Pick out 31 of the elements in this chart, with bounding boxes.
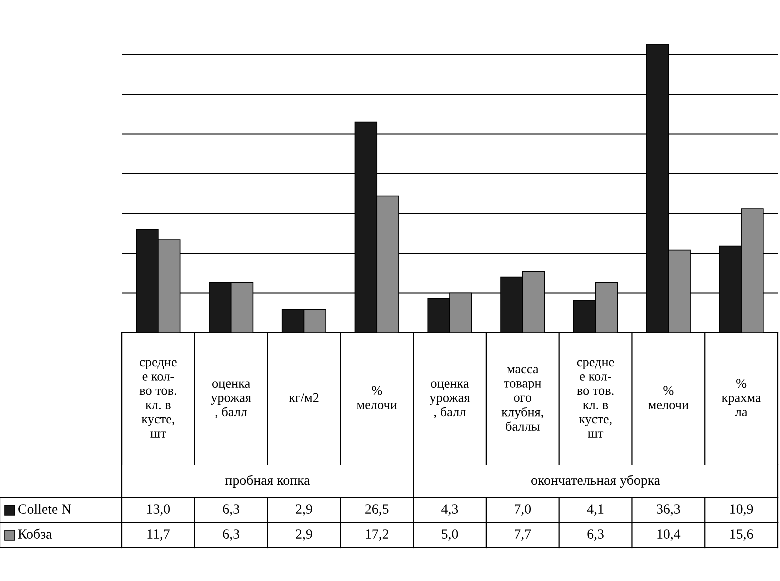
x-tick-label: % мелочи [357,386,398,410]
data-label: 4,1 [587,504,604,516]
data-label: 10,4 [658,530,681,541]
data-label: 2,9 [296,530,312,541]
x-tick-label: % крахма ла [722,379,762,417]
data-label: 4,3 [442,504,458,516]
legend-label: Collete N [18,504,72,514]
data-label: 11,7 [148,530,170,541]
x-tick-label: оценка урожая , балл [211,382,252,418]
data-label: 7,0 [515,504,532,516]
x-tick-label: кг/м2 [289,393,319,402]
legend-label: Кобза [18,528,52,539]
x-tick-label: оценка урожая , балл [430,382,470,418]
data-label: 5,0 [442,530,458,541]
data-label: 26,5 [366,504,389,516]
data-label: 17,2 [366,530,388,541]
data-label: 36,3 [657,504,680,516]
data-label: 6,3 [223,530,240,541]
data-label: 15,6 [730,530,754,541]
text: пробная копка [226,475,310,488]
x-tick-label: масса товарн ого клубня, баллы [502,367,544,432]
x-tick-label: средне е кол- во тов. кл. в кусте, шт [577,360,614,438]
data-label: 6,3 [588,530,604,541]
data-label: 13,0 [148,504,170,516]
data-label: 10,9 [730,504,754,516]
text: окончательная уборка [532,475,660,488]
data-label: 2,9 [296,504,312,516]
data-label: 6,3 [223,504,240,516]
x-tick-label: средне е кол- во тов. кл. в кусте, шт [140,360,177,438]
data-label: 7,7 [515,530,532,541]
x-tick-label: % мелочи [648,386,689,410]
